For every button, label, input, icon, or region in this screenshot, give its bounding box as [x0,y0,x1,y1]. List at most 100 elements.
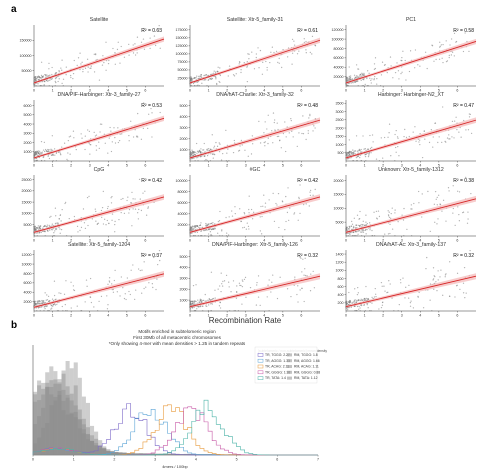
scatter-point [219,285,221,287]
scatter-point [444,276,446,278]
scatter-point [303,300,305,303]
scatter-point [54,72,57,74]
scatter-point [365,214,367,216]
scatter-point [411,208,413,210]
scatter-point [439,276,441,278]
scatter-point [265,60,267,63]
scatter-point [60,220,62,222]
hist-bar [106,449,111,455]
scatter-point [437,270,439,272]
scatter-point [426,256,428,259]
scatter-point [102,190,104,193]
scatter-point [345,77,347,79]
scatter-point [51,223,53,225]
hist-bar [130,453,135,455]
scatter-point [221,283,223,285]
scatter-point [148,282,150,284]
scatter-point [60,67,62,69]
hist-bar [90,440,95,455]
scatter-point [225,216,227,219]
scatter-point [381,61,384,63]
y-tick-label: 60000 [178,201,188,205]
scatter-point [126,277,128,279]
scatter-point [363,79,365,81]
scatter-point [348,225,350,228]
scatter-point [390,212,392,215]
x-tick-label: 5 [282,164,284,168]
scatter-point [448,138,450,140]
x-tick-label: 1 [364,89,366,93]
hist-bar [171,454,176,455]
scatter-point [362,75,364,77]
scatter-point [233,75,236,77]
panel-b-histogram: Motifs enriched in subtelomeric region F… [32,329,327,469]
hist-bar [167,453,172,455]
scatter-point [301,271,303,273]
confidence-band [34,194,164,234]
scatter-point [297,285,299,287]
scatter-point [191,225,194,227]
hist-bar [122,452,127,455]
hist-bar [138,453,143,455]
scatter-point [202,149,204,151]
scatter-point [248,212,250,214]
scatter-point [395,146,397,149]
scatter-point [239,145,241,147]
scatter-point [362,135,364,137]
scatter-point [267,137,269,139]
hist-bar [53,379,58,455]
scatter-point [372,141,374,143]
hist-bar [130,453,135,455]
confidence-band [346,38,476,85]
y-tick-label: 5000 [336,220,344,224]
y-tick-label: 3000 [336,110,344,114]
scatter-point [349,151,351,153]
scatter-point [236,291,238,294]
scatter-point [397,70,400,72]
scatter-point [35,151,37,153]
scatter-point [197,150,199,153]
scatter-point [349,75,352,77]
scatter-point [37,79,39,81]
scatter-point [70,307,72,309]
x-tick-label: 6 [300,164,302,168]
scatter-point [363,304,365,306]
scatter-point [144,190,146,192]
scatter-point [361,72,363,74]
scatter-point [189,303,191,305]
scatter-point [48,149,50,151]
scatter-point [440,44,443,46]
x-tick-label: 3 [245,314,247,318]
scatter-point [389,56,392,58]
scatter-point [100,209,103,212]
regression-line [189,275,321,308]
scatter-point [58,78,60,80]
scatter-point [277,61,279,64]
hist-bar [73,411,78,455]
scatter-point [40,160,43,162]
scatter-point [196,85,198,87]
scatter-point [197,235,200,237]
scatter-point [53,280,56,282]
hist-bar [204,454,209,455]
hist-bar [126,453,131,455]
scatter-point [366,77,368,80]
confidence-band [34,36,164,84]
scatter-point [189,76,191,78]
scatter-point [405,286,407,288]
scatter-point [364,147,366,150]
scatter-point [395,129,397,132]
hist-bar [57,384,62,455]
y-tick-label: 400 [338,293,344,297]
scatter-point [219,301,221,304]
x-tick-label: 2 [70,89,72,93]
x-tick-label: 1 [208,239,210,243]
scatter-point [390,155,392,157]
hist-bar [81,433,86,455]
y-tick-label: 5000 [24,223,32,227]
hist-bar [163,453,168,455]
scatter-point [259,304,261,307]
scatter-point [59,214,61,217]
subplot-5: DNA/hAT-Charlie: Xtr-3_family-3210002000… [180,92,321,168]
